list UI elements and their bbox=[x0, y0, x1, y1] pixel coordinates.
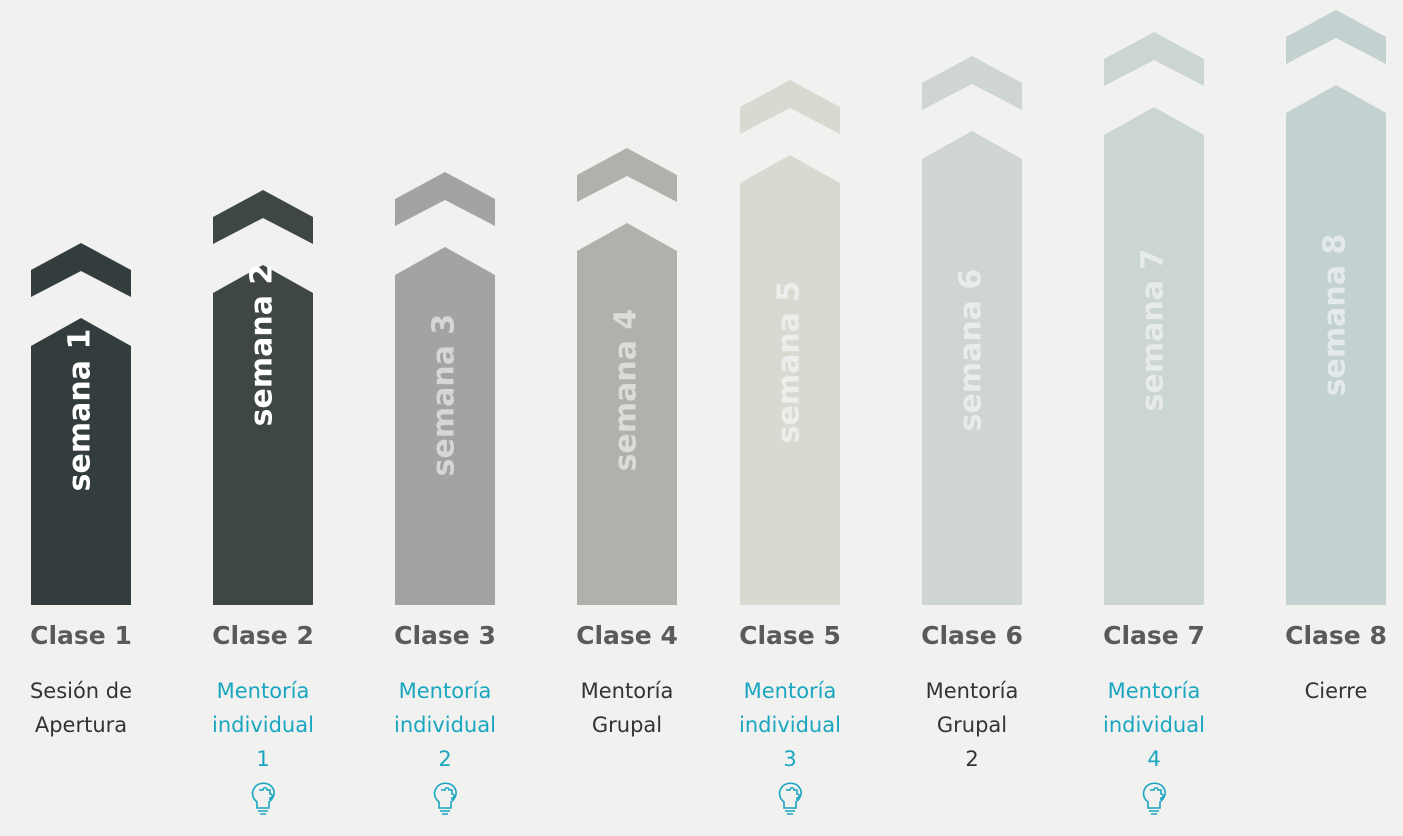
class-label: Clase 7 bbox=[1103, 621, 1205, 650]
arrow-body bbox=[922, 131, 1022, 605]
chevron bbox=[740, 80, 840, 134]
class-description: individual bbox=[1103, 713, 1205, 737]
class-description: Grupal bbox=[592, 713, 662, 737]
week-label: semana 7 bbox=[1136, 249, 1171, 412]
arrow-body bbox=[213, 265, 313, 605]
puzzle bbox=[786, 786, 801, 800]
week-label: semana 6 bbox=[954, 269, 989, 432]
bulb bbox=[433, 782, 457, 809]
chevron bbox=[1286, 10, 1386, 64]
class-description: Apertura bbox=[35, 713, 127, 737]
class-label: Clase 3 bbox=[394, 621, 496, 650]
class-description: Mentoría bbox=[744, 679, 837, 703]
class-description: Mentoría bbox=[399, 679, 492, 703]
mentoring-icon bbox=[433, 782, 457, 815]
class-description: 2 bbox=[965, 747, 978, 771]
chevron bbox=[577, 148, 677, 202]
class-label: Clase 5 bbox=[739, 621, 841, 650]
chevron bbox=[1104, 32, 1204, 86]
week-column: semana 1 Clase 1 Sesión de Apertura bbox=[30, 243, 132, 737]
class-description: 4 bbox=[1147, 747, 1160, 771]
week-label: semana 2 bbox=[245, 264, 280, 427]
week-column: semana 5 Clase 5 Mentoría individual 3 bbox=[739, 80, 841, 815]
week-column: semana 4 Clase 4 Mentoría Grupal bbox=[576, 148, 678, 737]
chevron bbox=[922, 56, 1022, 110]
bulb-base bbox=[258, 810, 268, 815]
puzzle bbox=[1150, 786, 1165, 800]
bulb-base bbox=[1149, 810, 1159, 815]
puzzle bbox=[259, 786, 274, 800]
class-description: Mentoría bbox=[1108, 679, 1201, 703]
arrow-body bbox=[1286, 85, 1386, 605]
class-description: 2 bbox=[438, 747, 451, 771]
bulb bbox=[1142, 782, 1166, 809]
arrow-body bbox=[740, 155, 840, 605]
class-description: Sesión de bbox=[30, 679, 132, 703]
bulb bbox=[778, 782, 802, 809]
puzzle bbox=[441, 786, 456, 800]
class-description: Mentoría bbox=[926, 679, 1019, 703]
week-column: semana 3 Clase 3 Mentoría individual 2 bbox=[394, 172, 496, 815]
class-description: Mentoría bbox=[217, 679, 310, 703]
class-description: individual bbox=[739, 713, 841, 737]
week-label: semana 5 bbox=[772, 281, 807, 444]
class-label: Clase 4 bbox=[576, 621, 678, 650]
class-label: Clase 1 bbox=[30, 621, 132, 650]
chevron bbox=[31, 243, 131, 297]
mentoring-icon bbox=[778, 782, 802, 815]
mentoring-icon bbox=[251, 782, 275, 815]
arrow-body bbox=[395, 247, 495, 605]
class-description: 3 bbox=[783, 747, 796, 771]
chevron bbox=[213, 190, 313, 244]
bulb bbox=[251, 782, 275, 809]
class-description: 1 bbox=[256, 747, 269, 771]
week-column: semana 8 Clase 8 Cierre bbox=[1285, 10, 1387, 703]
mentoring-icon bbox=[1142, 782, 1166, 815]
chevron bbox=[395, 172, 495, 226]
bulb-base bbox=[785, 810, 795, 815]
arrow-body bbox=[31, 318, 131, 605]
arrow-body bbox=[577, 223, 677, 605]
week-column: semana 6 Clase 6 Mentoría Grupal 2 bbox=[921, 56, 1023, 771]
week-label: semana 3 bbox=[427, 314, 462, 477]
class-description: Grupal bbox=[937, 713, 1007, 737]
bulb-base bbox=[440, 810, 450, 815]
week-label: semana 4 bbox=[609, 309, 644, 472]
week-column: semana 2 Clase 2 Mentoría individual 1 bbox=[212, 190, 314, 815]
class-description: individual bbox=[212, 713, 314, 737]
class-description: Mentoría bbox=[581, 679, 674, 703]
week-label: semana 8 bbox=[1318, 234, 1353, 397]
class-description: Cierre bbox=[1305, 679, 1368, 703]
class-label: Clase 2 bbox=[212, 621, 314, 650]
class-description: individual bbox=[394, 713, 496, 737]
class-label: Clase 8 bbox=[1285, 621, 1387, 650]
arrow-body bbox=[1104, 107, 1204, 605]
week-label: semana 1 bbox=[63, 329, 98, 492]
week-column: semana 7 Clase 7 Mentoría individual 4 bbox=[1103, 32, 1205, 815]
class-label: Clase 6 bbox=[921, 621, 1023, 650]
